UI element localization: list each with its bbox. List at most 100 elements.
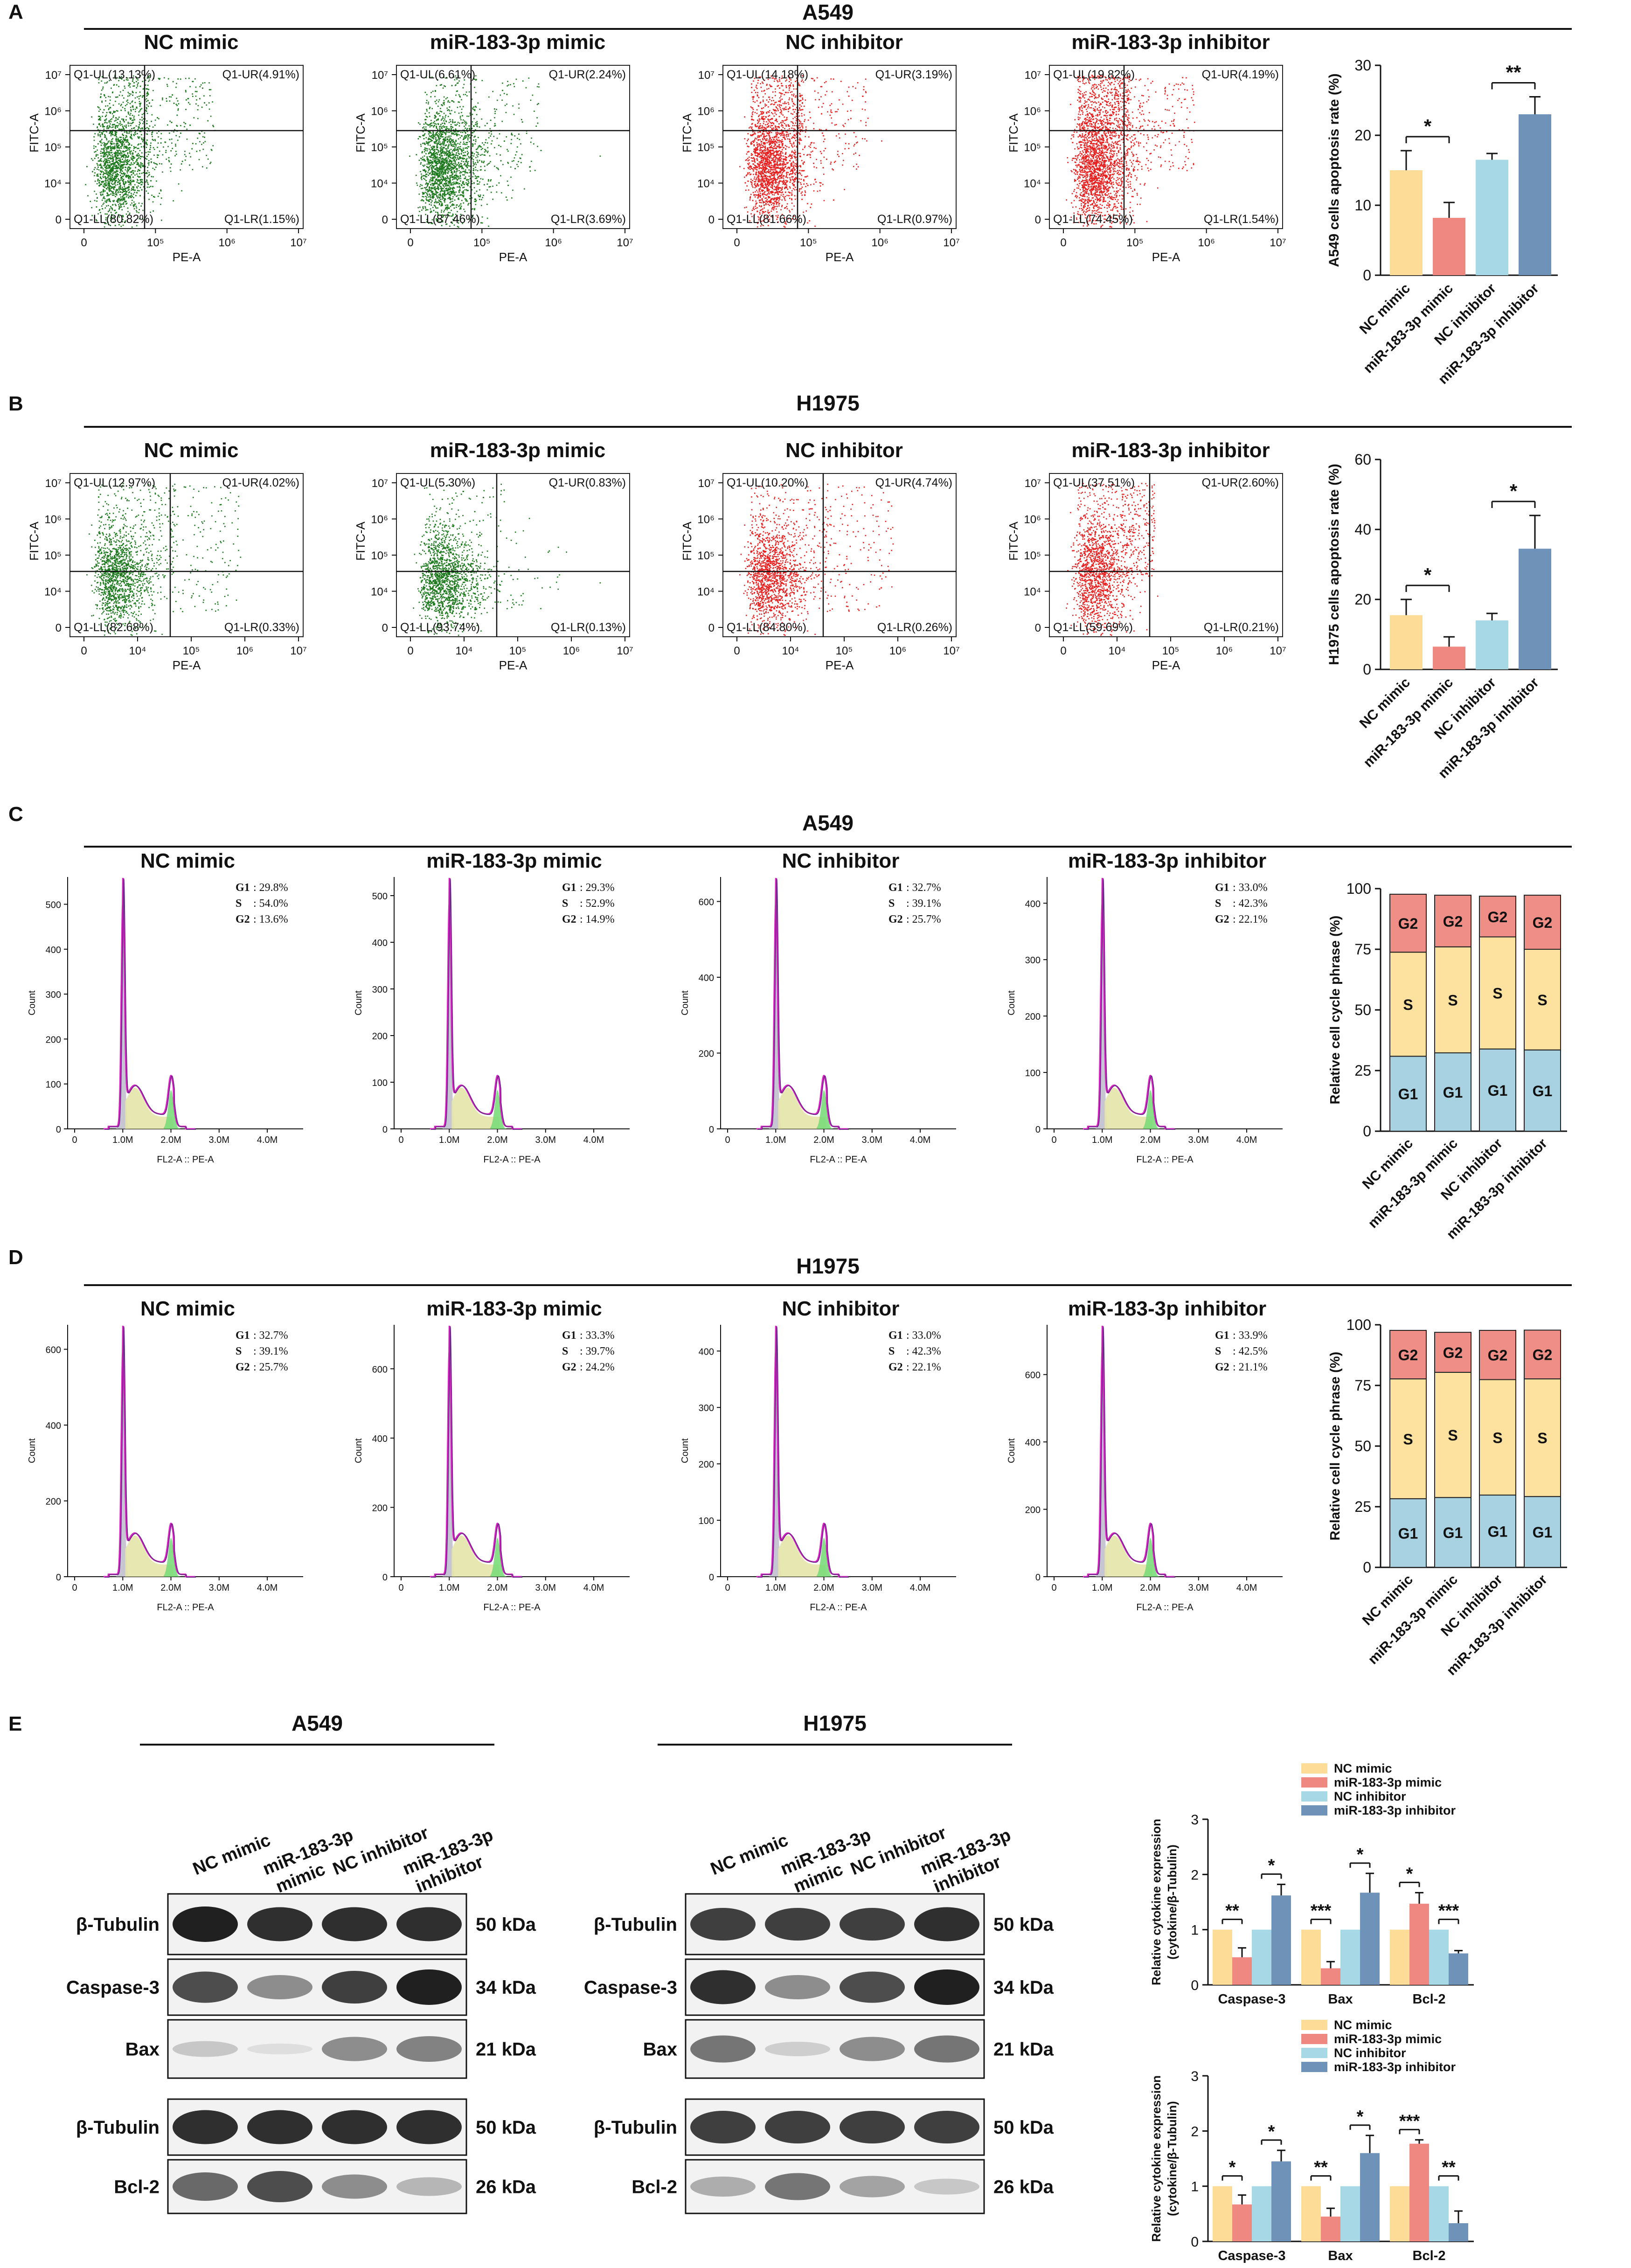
data-point [128, 187, 130, 188]
data-point [451, 163, 453, 165]
data-point [454, 124, 456, 126]
data-point [156, 180, 157, 182]
data-point [451, 154, 452, 156]
data-point [443, 120, 444, 122]
data-point [428, 112, 430, 114]
data-point [103, 160, 104, 162]
data-point [441, 160, 442, 162]
data-point [127, 147, 129, 149]
data-point [125, 201, 126, 203]
data-point [442, 176, 444, 178]
data-point [464, 163, 465, 164]
data-point [97, 164, 98, 166]
data-point [118, 167, 120, 169]
data-point [126, 132, 128, 134]
data-point [464, 158, 465, 160]
data-point [96, 206, 97, 208]
data-point [87, 195, 89, 196]
data-point [132, 170, 133, 172]
data-point [439, 111, 441, 112]
data-point [446, 188, 448, 189]
data-point [432, 166, 433, 167]
data-point [459, 146, 461, 147]
data-point [132, 204, 134, 206]
data-point [138, 157, 140, 159]
data-point [472, 132, 473, 134]
data-point [103, 202, 105, 204]
data-point [429, 148, 430, 150]
data-point [122, 170, 123, 172]
data-point [447, 141, 448, 143]
data-point [132, 164, 134, 165]
data-point [142, 139, 144, 141]
data-point [452, 198, 453, 200]
data-point [434, 181, 436, 183]
data-point [117, 170, 118, 172]
data-point [121, 209, 123, 210]
data-point [431, 171, 433, 172]
data-point [98, 185, 100, 187]
data-point [448, 197, 450, 199]
data-point [484, 149, 486, 150]
data-point [422, 131, 424, 132]
data-point [464, 136, 465, 138]
data-point [130, 176, 131, 178]
data-point [427, 184, 429, 185]
data-point [120, 174, 121, 176]
data-point [139, 103, 140, 104]
data-point [108, 178, 109, 180]
data-point [93, 147, 95, 149]
data-point [483, 162, 485, 163]
data-point [115, 78, 117, 80]
data-point [104, 187, 105, 188]
data-point [107, 143, 108, 144]
data-point [117, 122, 118, 124]
data-point [180, 78, 181, 80]
data-point [463, 187, 465, 188]
data-point [114, 146, 116, 147]
data-point [475, 157, 477, 159]
data-point [430, 146, 432, 148]
data-point [423, 138, 425, 139]
data-point [101, 160, 102, 162]
data-point [464, 131, 465, 132]
data-point [153, 196, 154, 197]
data-point [105, 161, 107, 163]
data-point [437, 180, 439, 181]
data-point [438, 160, 439, 161]
data-point [101, 181, 103, 182]
data-point [134, 147, 136, 148]
data-point [432, 132, 434, 133]
data-point [432, 161, 434, 163]
data-point [131, 119, 133, 121]
data-point [120, 164, 122, 166]
data-point [101, 101, 103, 103]
data-point [439, 180, 440, 182]
data-point [454, 154, 456, 156]
data-point [128, 85, 130, 87]
data-point [210, 89, 212, 90]
data-point [444, 179, 446, 180]
data-point [442, 220, 444, 222]
data-point [111, 216, 113, 218]
data-point [466, 160, 467, 162]
data-point [449, 169, 451, 171]
data-point [143, 118, 145, 120]
data-point [443, 103, 445, 104]
data-point [455, 174, 457, 176]
data-point [100, 174, 101, 175]
data-point [138, 126, 139, 128]
data-point [449, 195, 451, 196]
data-point [133, 134, 135, 136]
data-point [445, 115, 446, 116]
data-point [122, 216, 124, 217]
data-point [118, 191, 119, 193]
data-point [439, 173, 441, 175]
data-point [456, 170, 458, 172]
data-point [504, 104, 506, 106]
data-point [437, 137, 439, 139]
data-point [149, 103, 150, 104]
data-point [471, 197, 472, 199]
data-point [103, 173, 104, 174]
data-point [425, 198, 427, 200]
